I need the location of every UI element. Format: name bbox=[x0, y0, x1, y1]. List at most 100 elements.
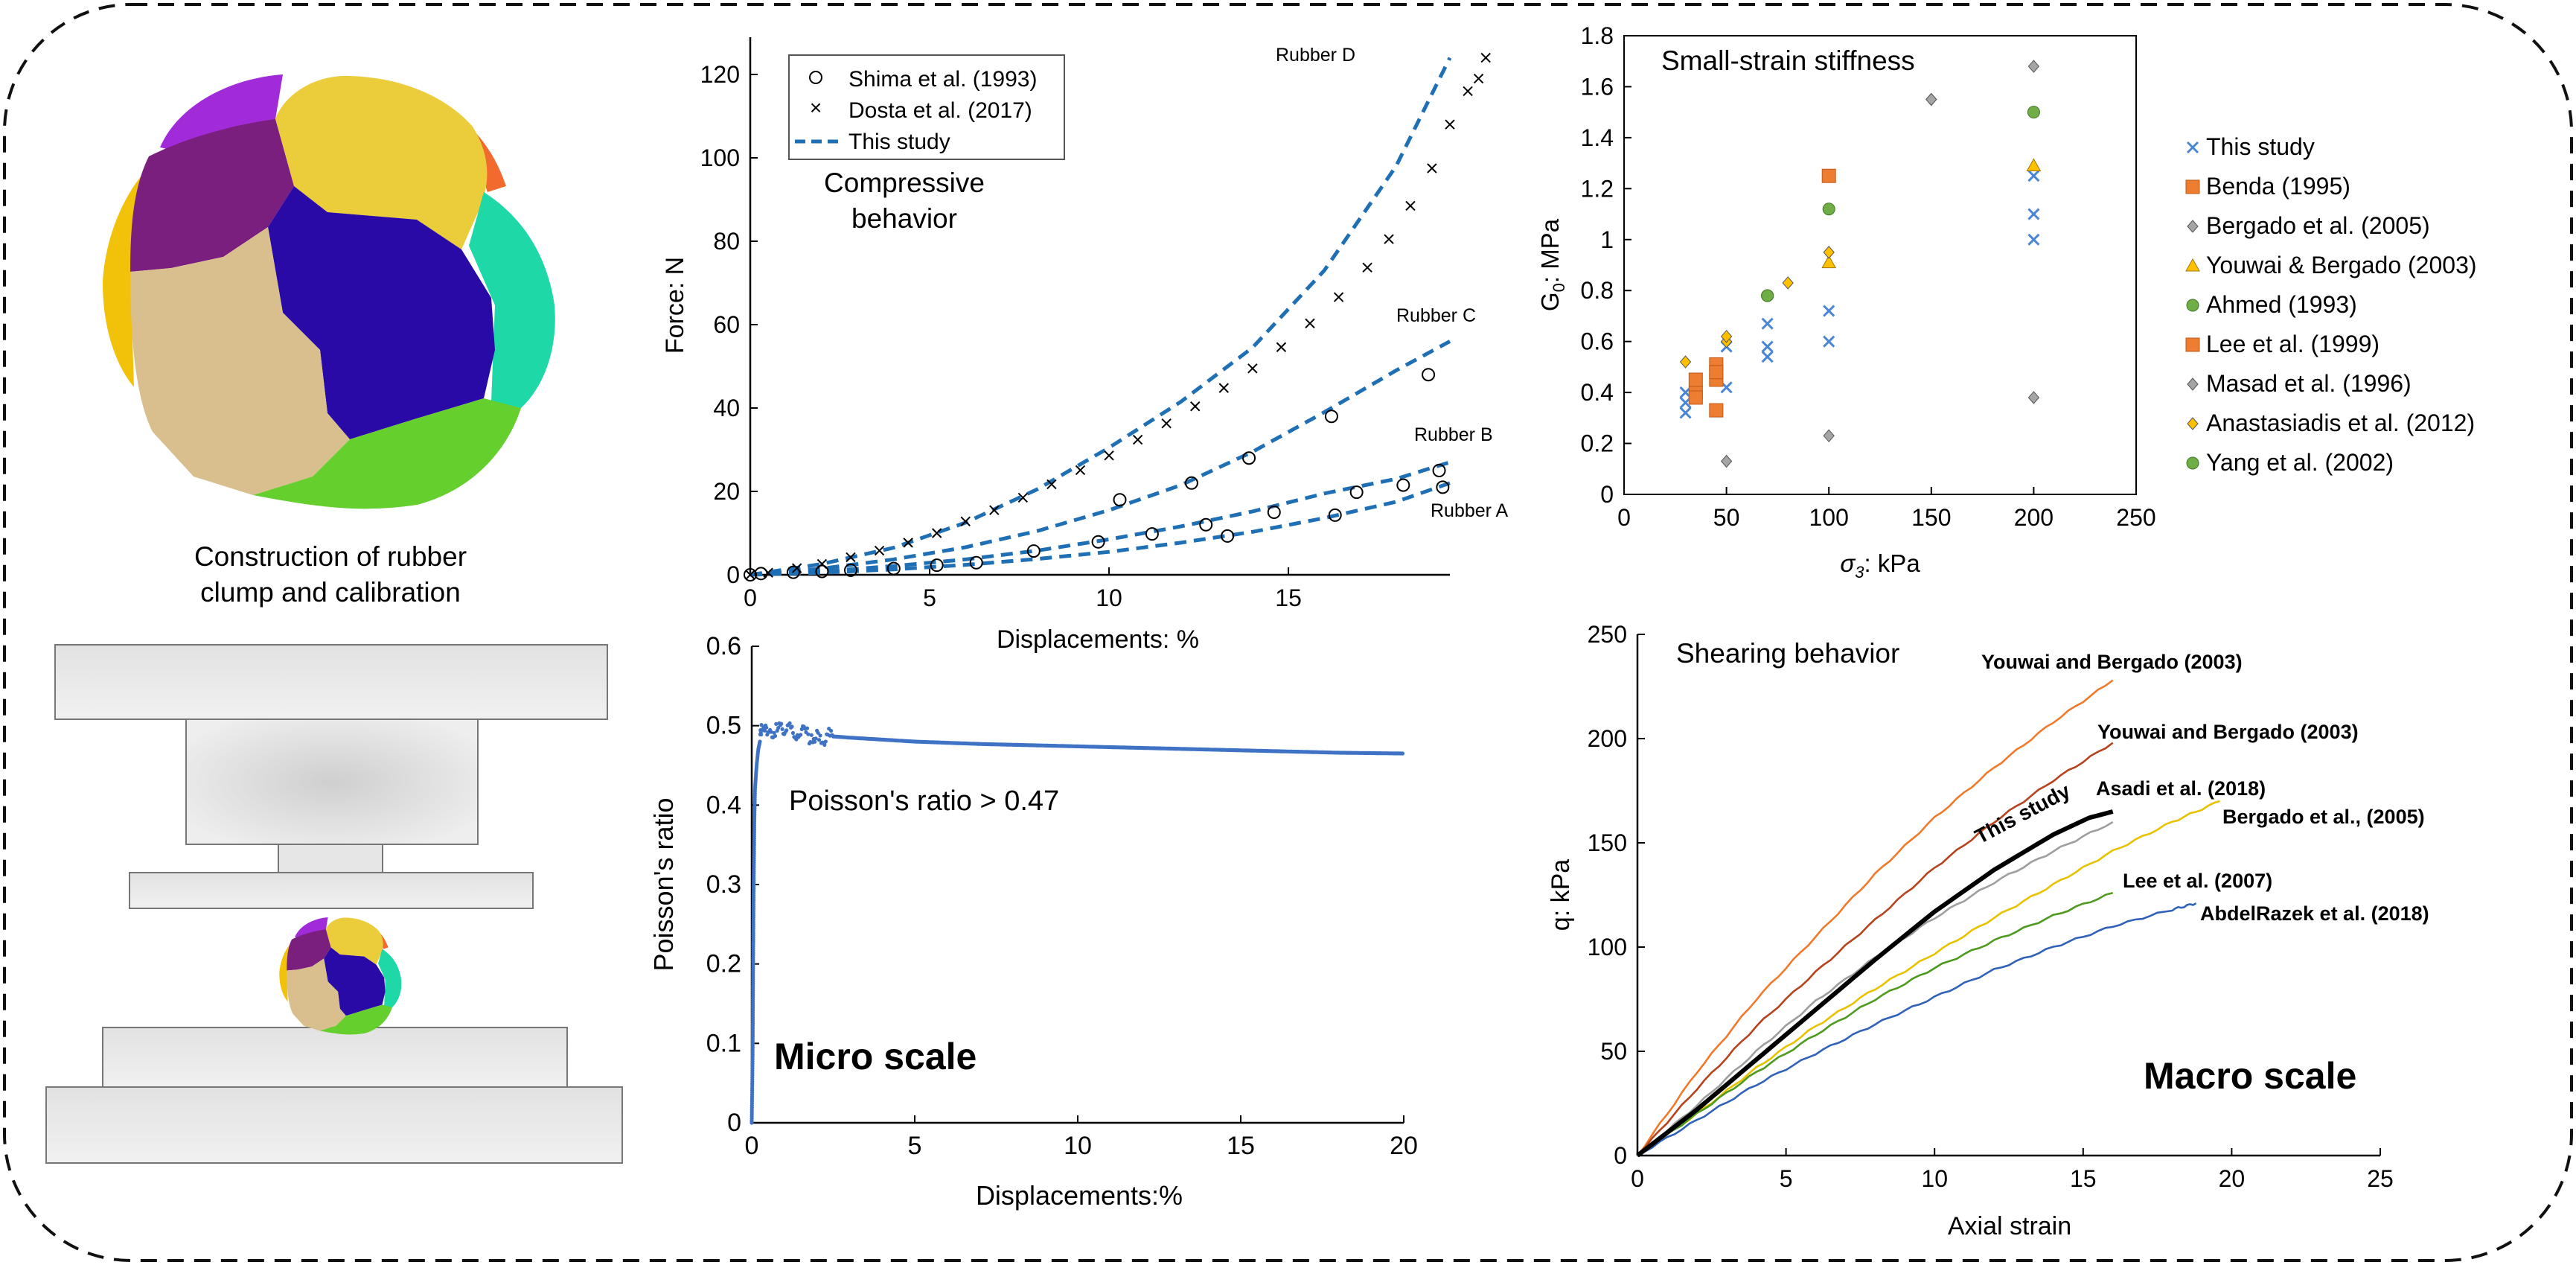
poisson-data-point bbox=[764, 725, 769, 730]
stiffness-point-1 bbox=[1688, 372, 1703, 387]
poisson-data-point bbox=[813, 739, 817, 744]
shima-data-point bbox=[969, 555, 983, 570]
shima-data-point bbox=[843, 563, 857, 577]
dosta-data-point bbox=[1190, 401, 1201, 412]
dosta-data-point bbox=[989, 505, 1000, 515]
shearing-y-tick-label: 50 bbox=[1600, 1038, 1627, 1065]
stiffness-legend-marker-7 bbox=[2187, 417, 2199, 430]
dosta-data-point bbox=[1463, 86, 1473, 97]
poisson-data-point bbox=[780, 727, 784, 731]
shearing-x-tick-label: 25 bbox=[2367, 1165, 2394, 1192]
clump-facet-dark-purple bbox=[130, 119, 294, 272]
stiffness-x-tick-label: 100 bbox=[1809, 504, 1849, 531]
dosta-data-point bbox=[1046, 479, 1057, 490]
dosta-data-point bbox=[1218, 383, 1230, 393]
shima-data-point bbox=[1113, 493, 1127, 507]
stiffness-plot-box bbox=[1623, 35, 2137, 495]
stiffness-x-tick-label: 250 bbox=[2116, 504, 2155, 531]
stiffness-legend-4: Ahmed (1993) bbox=[2206, 291, 2357, 318]
stiffness-point-3 bbox=[1821, 255, 1837, 269]
poisson-y-label: Poisson's ratio bbox=[648, 798, 679, 972]
stiffness-point-1 bbox=[1821, 168, 1836, 183]
shearing-title: Shearing behavior bbox=[1676, 638, 1899, 669]
poisson-data-point bbox=[758, 739, 762, 744]
stiffness-chart: 0 50 100 150 200 250 0 0.2 0.4 0.6 0.8 1 1.2 1.4 1.6 1.… bbox=[1536, 22, 2477, 581]
poisson-y-tick-label: 0.4 bbox=[706, 791, 741, 819]
compression-curve-rubber-d bbox=[750, 57, 1452, 577]
stiffness-point-7 bbox=[1823, 246, 1835, 259]
shima-data-point bbox=[1328, 508, 1342, 522]
stiffness-point-0 bbox=[1823, 335, 1835, 348]
dosta-data-point bbox=[1305, 318, 1315, 329]
dosta-data-point bbox=[1075, 465, 1086, 476]
shearing-y-tick-label: 150 bbox=[1588, 829, 1627, 856]
stiffness-point-4 bbox=[2027, 106, 2040, 119]
poisson-data-point bbox=[774, 721, 779, 727]
compression-y-tick-label: 60 bbox=[713, 311, 740, 338]
poisson-data-point bbox=[799, 727, 804, 732]
clump-facet-teal bbox=[469, 192, 555, 408]
poisson-x-tick-label: 20 bbox=[1390, 1132, 1418, 1160]
compression-legend-0: Shima et al. (1993) bbox=[848, 67, 1037, 92]
caption-line-2: clump and calibration bbox=[200, 577, 461, 608]
compression-y-tick-label: 20 bbox=[713, 478, 740, 505]
stiffness-point-7 bbox=[1679, 355, 1692, 369]
poisson-data-point bbox=[823, 739, 828, 744]
dosta-data-point bbox=[1276, 342, 1287, 352]
loading-stem bbox=[278, 844, 383, 873]
compression-title-line-2: behavior bbox=[851, 203, 957, 234]
stiffness-x-tick-label: 0 bbox=[1617, 504, 1631, 531]
shearing-y-tick-label: 0 bbox=[1614, 1142, 1627, 1169]
compression-legend-1: Dosta et al. (2017) bbox=[848, 98, 1032, 123]
compression-title-line-1: Compressive bbox=[824, 168, 985, 198]
curve-label-rubber-a: Rubber A bbox=[1431, 500, 1509, 521]
stiffness-point-6 bbox=[1925, 92, 1937, 106]
stiffness-y-tick-label: 0.4 bbox=[1581, 379, 1614, 406]
poisson-data-point bbox=[822, 742, 827, 748]
stiffness-legend-7: Anastasiadis et al. (2012) bbox=[2206, 410, 2475, 436]
shima-data-point bbox=[1091, 535, 1105, 549]
shear-label-bergado: Bergado et al., (2005) bbox=[2222, 806, 2425, 828]
compression-legend-2: This study bbox=[848, 130, 950, 154]
poisson-data-point bbox=[790, 724, 794, 729]
this-study-label: This study bbox=[1971, 779, 2074, 848]
shima-data-point bbox=[1199, 517, 1213, 532]
stiffness-legend-marker-8 bbox=[2186, 456, 2199, 470]
dosta-data-point bbox=[1132, 434, 1143, 445]
stiffness-legend: This study Benda (1995) Bergado et al. (20… bbox=[2185, 133, 2477, 476]
shima-data-point bbox=[1184, 476, 1198, 490]
stiffness-point-0 bbox=[1761, 351, 1774, 363]
dosta-data-point bbox=[816, 558, 828, 570]
compression-curve-rubber-c bbox=[750, 340, 1451, 577]
legend-marker-cross: × bbox=[810, 96, 822, 119]
curve-label-rubber-b: Rubber B bbox=[1414, 424, 1493, 445]
shima-data-point bbox=[1145, 527, 1159, 541]
dosta-data-point bbox=[874, 545, 885, 556]
poisson-x-tick-label: 15 bbox=[1227, 1132, 1255, 1160]
stiffness-legend-marker-5 bbox=[2185, 337, 2200, 352]
poisson-y-tick-label: 0.1 bbox=[706, 1029, 741, 1057]
caption-line-1: Construction of rubber bbox=[194, 541, 467, 572]
stiffness-y-tick-label: 1.6 bbox=[1581, 73, 1614, 100]
shima-data-point bbox=[744, 568, 757, 581]
stiffness-point-5 bbox=[1709, 365, 1724, 380]
poisson-y-tick-label: 0.5 bbox=[706, 712, 741, 740]
dosta-data-point bbox=[1384, 234, 1394, 244]
shearing-x-tick-label: 20 bbox=[2219, 1165, 2246, 1192]
shearing-y-tick-label: 100 bbox=[1588, 934, 1627, 960]
poisson-data-point bbox=[787, 721, 792, 725]
poisson-y-tick-label: 0.6 bbox=[706, 632, 741, 660]
shearing-x-tick-label: 5 bbox=[1780, 1165, 1793, 1192]
dosta-data-point bbox=[1161, 418, 1172, 429]
compression-y-tick-label: 80 bbox=[713, 228, 740, 255]
shear-curve-5 bbox=[1637, 902, 2197, 1156]
stiffness-title: Small-strain stiffness bbox=[1661, 45, 1915, 76]
poisson-data-point bbox=[759, 723, 764, 727]
clump-facet-yellow-top bbox=[275, 75, 488, 250]
poisson-x-tick-label: 5 bbox=[908, 1132, 922, 1160]
stiffness-x-tick-label: 150 bbox=[1911, 504, 1951, 531]
shearing-x-label: Axial strain bbox=[1948, 1212, 2071, 1240]
poisson-data-point bbox=[784, 728, 789, 733]
clump-facet-navy bbox=[268, 186, 495, 439]
stiffness-y-tick-label: 1 bbox=[1600, 226, 1614, 253]
